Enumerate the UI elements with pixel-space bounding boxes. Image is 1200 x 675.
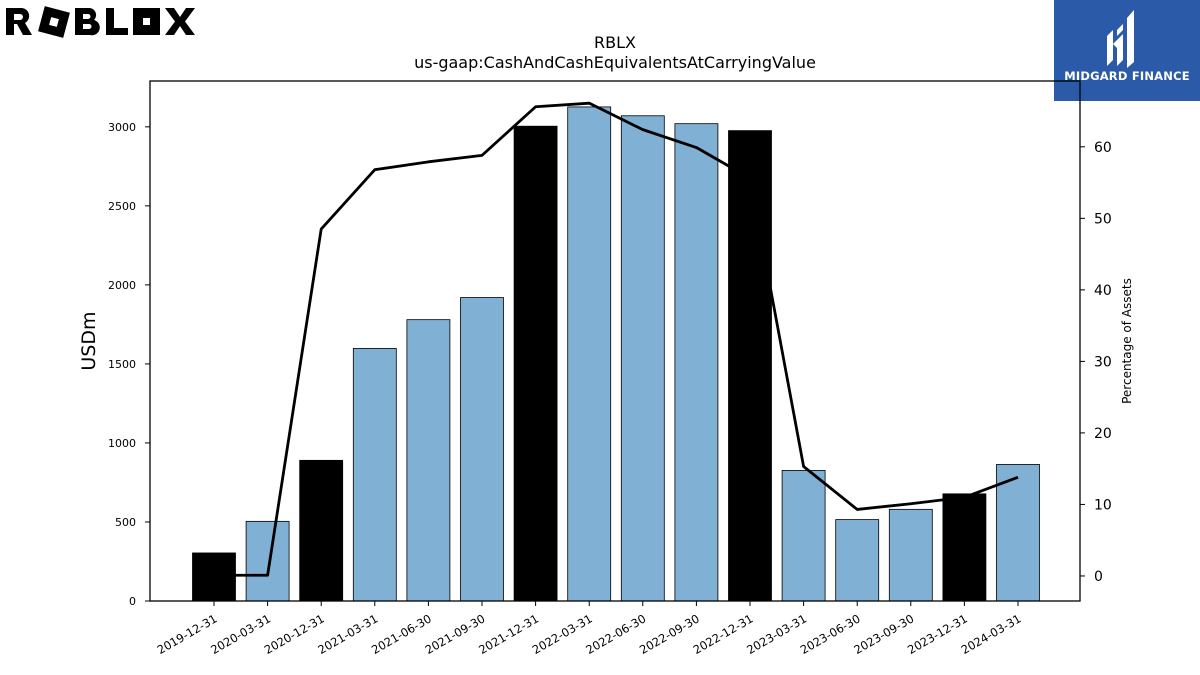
- bar: [513, 125, 558, 602]
- x-tick-label: 2021-09-30: [423, 611, 488, 657]
- bar: [245, 520, 290, 602]
- y-tick-label: 2500: [108, 200, 136, 213]
- roblox-logo-mark: [6, 6, 195, 38]
- x-tick-label: 2020-12-31: [262, 611, 327, 657]
- y-tick-label: 2000: [108, 279, 136, 292]
- bar: [728, 130, 772, 602]
- bar-series: [192, 106, 1040, 602]
- x-tick-label: 2022-06-30: [583, 611, 648, 657]
- plot-frame: [149, 80, 1081, 602]
- y2-tick-label: 40: [1094, 283, 1112, 299]
- y-tick-label: 0: [129, 595, 136, 608]
- y-tick-label: 1000: [108, 437, 136, 450]
- line-series: [214, 101, 1019, 577]
- x-tick-label: 2021-12-31: [476, 611, 541, 657]
- bar: [406, 319, 451, 602]
- bar: [567, 106, 612, 602]
- bar: [942, 493, 987, 602]
- bar: [888, 508, 933, 602]
- percentage-line: [214, 101, 1019, 577]
- x-tick-label: 2019-12-31: [155, 611, 220, 657]
- y2-tick-label: 20: [1094, 426, 1112, 442]
- x-tick-label: 2021-03-31: [315, 611, 380, 657]
- x-axis: 2019-12-312020-03-312020-12-312021-03-31…: [155, 601, 1024, 657]
- y2-tick-label: 10: [1094, 497, 1112, 513]
- chart-subtitle: us-gaap:CashAndCashEquivalentsAtCarrying…: [414, 53, 816, 72]
- x-tick-label: 2023-06-30: [798, 611, 863, 657]
- x-tick-label: 2020-03-31: [208, 611, 273, 657]
- bar: [299, 459, 344, 602]
- bar: [192, 552, 236, 602]
- bar: [674, 123, 719, 602]
- bar: [620, 115, 665, 602]
- midgard-brand-text: MIDGARD FINANCE: [1064, 69, 1190, 83]
- x-tick-label: 2023-03-31: [744, 611, 809, 657]
- y-axis-right: 0 10 20 30 40 50 60: [1080, 140, 1112, 585]
- y2-tick-label: 30: [1094, 354, 1112, 370]
- bar: [352, 348, 397, 602]
- x-tick-label: 2023-09-30: [851, 611, 916, 657]
- bar: [781, 470, 826, 602]
- x-tick-label: 2021-06-30: [369, 611, 434, 657]
- y-axis-left: 0 500 1000 1500 2000 2500 3000: [108, 121, 150, 608]
- x-tick-label: 2022-12-31: [691, 611, 756, 657]
- bar: [996, 464, 1040, 602]
- y-tick-label: 3000: [108, 121, 136, 134]
- y2-tick-label: 50: [1094, 211, 1112, 227]
- y-tick-label: 1500: [108, 358, 136, 371]
- chart-title: RBLX: [594, 33, 636, 52]
- bar: [835, 519, 880, 602]
- x-tick-label: 2022-03-31: [530, 611, 595, 657]
- bar: [460, 297, 504, 602]
- y2-tick-label: 60: [1094, 140, 1112, 156]
- y-tick-label: 500: [115, 516, 136, 529]
- y2-tick-label: 0: [1094, 569, 1103, 585]
- x-tick-label: 2022-09-30: [637, 611, 702, 657]
- y-axis-label: USDm: [78, 311, 100, 370]
- y2-axis-label: Percentage of Assets: [1120, 278, 1134, 404]
- x-tick-label: 2024-03-31: [959, 611, 1024, 657]
- midgard-finance-logo: MIDGARD FINANCE: [1054, 0, 1200, 101]
- roblox-logo: [4, 4, 199, 44]
- x-tick-label: 2023-12-31: [905, 611, 970, 657]
- midgard-emblem-icon: [1107, 10, 1134, 68]
